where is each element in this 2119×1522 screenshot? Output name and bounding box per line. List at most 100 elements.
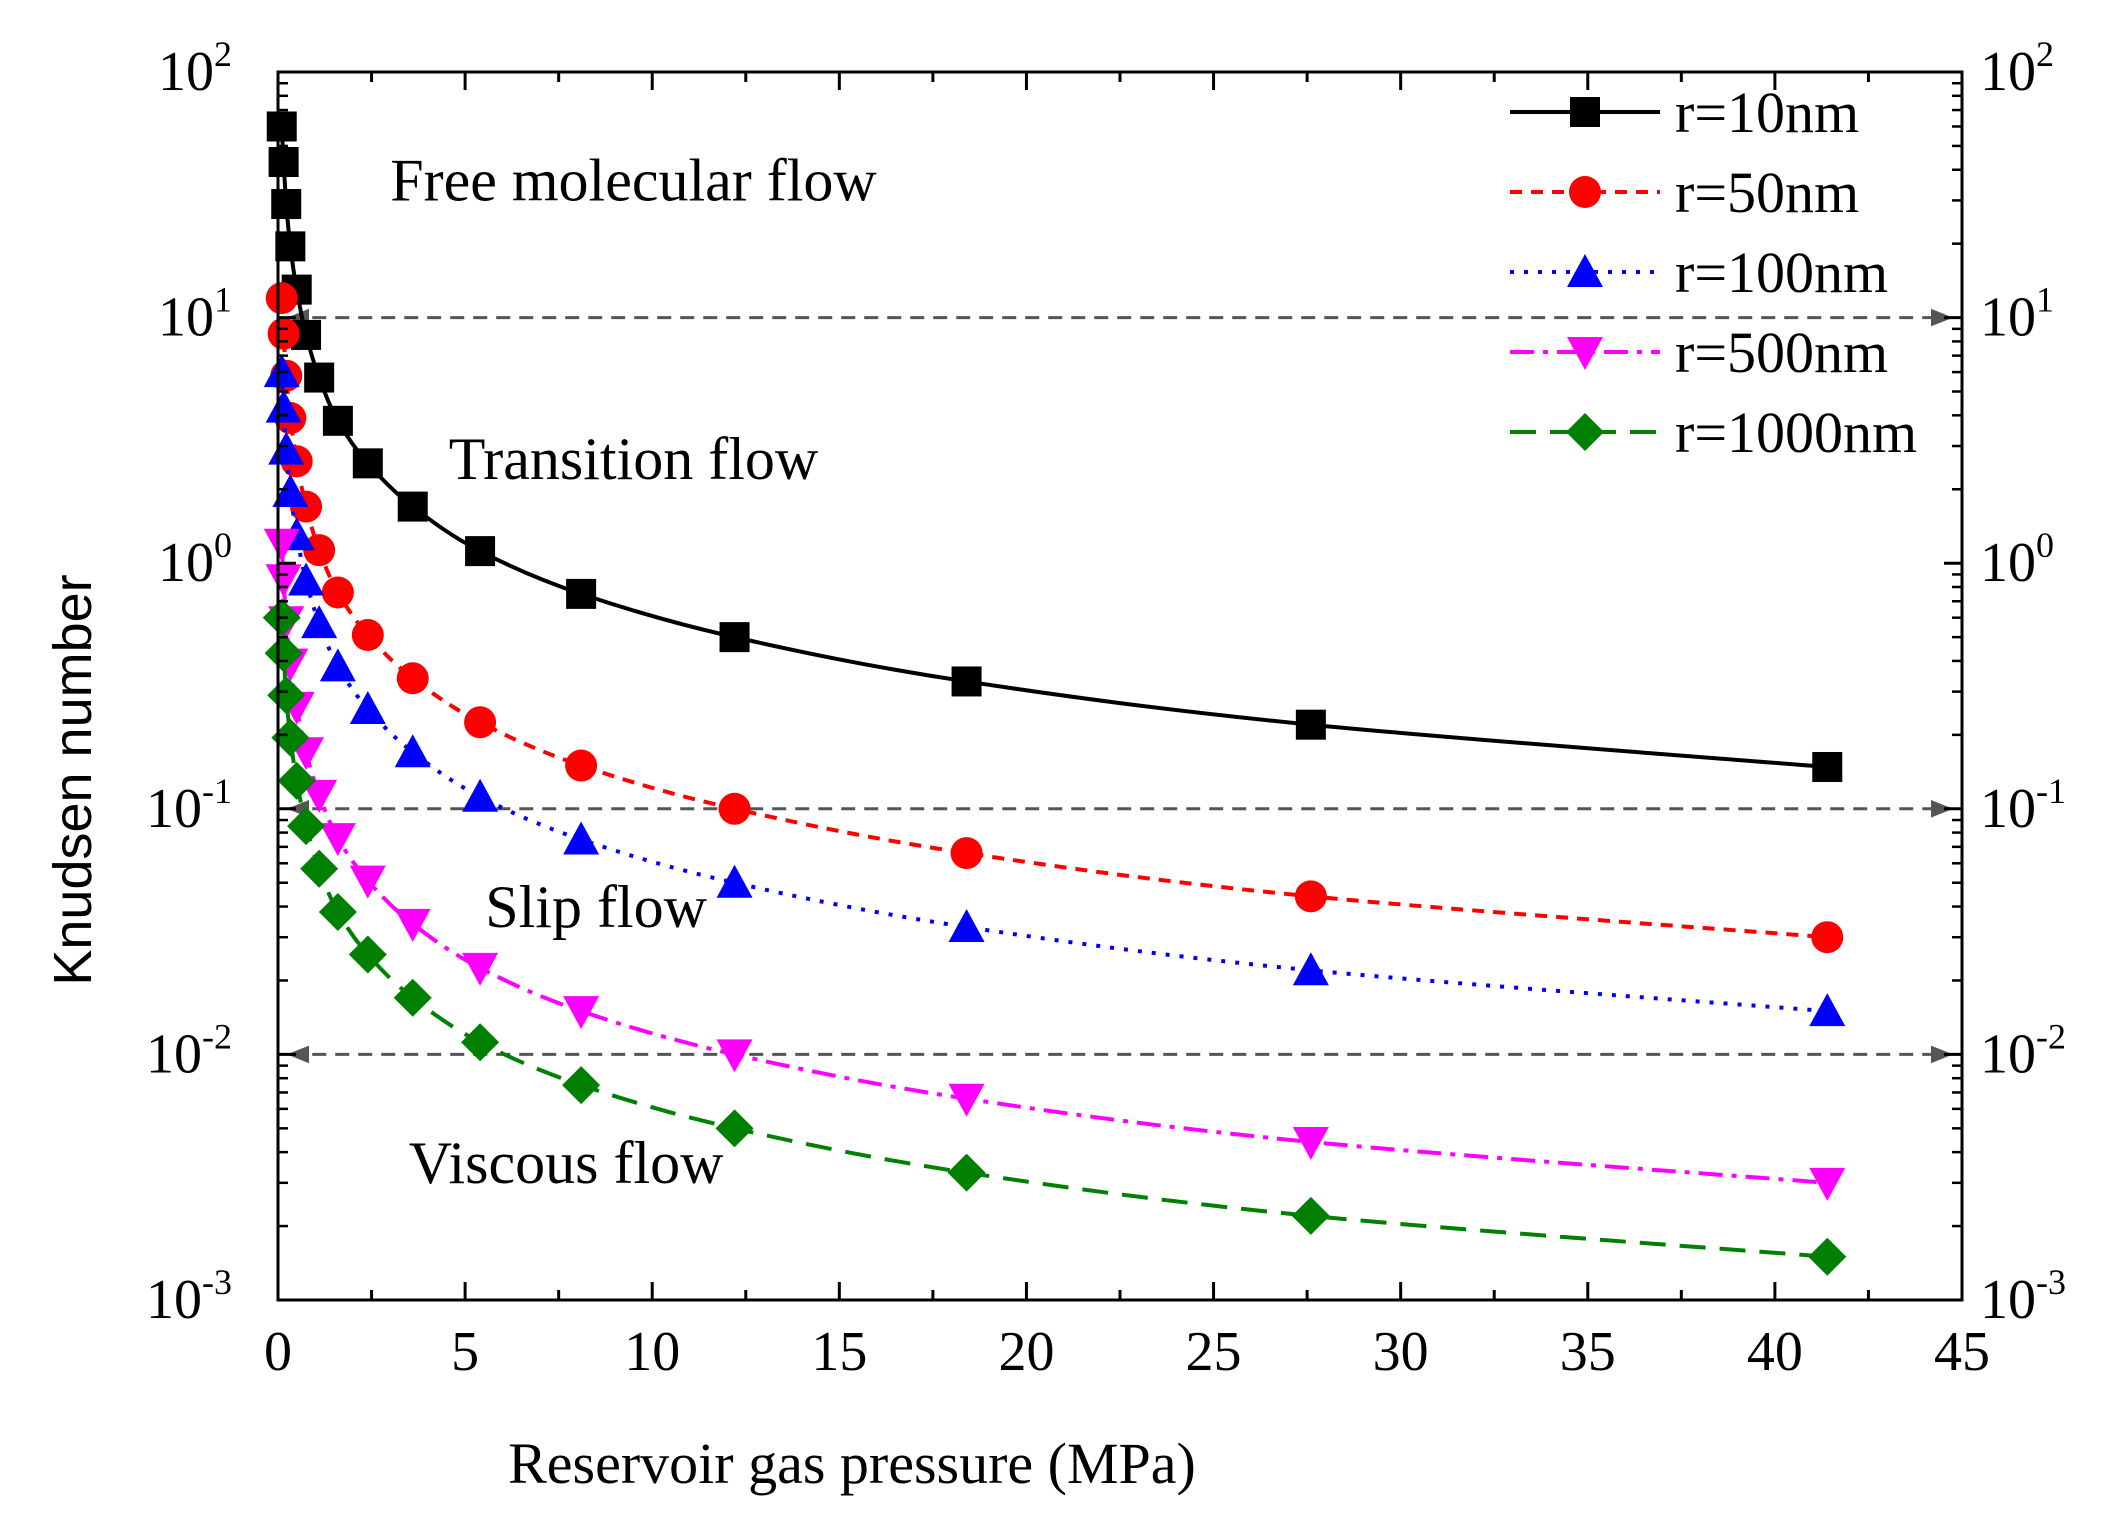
y-tick-label-right: 101 (1980, 280, 2054, 349)
data-point (272, 473, 309, 507)
data-point (565, 749, 598, 782)
data-point (563, 821, 600, 855)
data-point (287, 807, 326, 846)
data-point (271, 718, 310, 757)
y-tick-label-right: 10-2 (1980, 1016, 2066, 1085)
data-point (394, 908, 431, 942)
y-tick-label-left: 102 (158, 34, 232, 103)
x-tick-label: 25 (1186, 1321, 1242, 1383)
region-label: Transition flow (449, 426, 819, 492)
data-point (322, 405, 353, 436)
data-point (462, 778, 499, 812)
data-point (1295, 709, 1326, 740)
legend-label: r=1000nm (1675, 400, 1917, 465)
data-point (1294, 880, 1327, 913)
data-point (461, 1023, 500, 1062)
data-point (1292, 1126, 1329, 1160)
data-point (349, 690, 386, 724)
y-tick-label-left: 10-3 (146, 1262, 232, 1331)
data-point (566, 578, 597, 609)
legend-item: r=10nm (1510, 80, 1859, 145)
data-point (268, 147, 299, 178)
data-point (267, 317, 300, 350)
data-point (464, 706, 497, 739)
y-tick-label-right: 10-1 (1980, 771, 2066, 840)
data-point (264, 634, 303, 673)
legend-item: r=1000nm (1510, 400, 1917, 465)
data-point (1567, 254, 1603, 287)
legend-label: r=10nm (1675, 80, 1859, 145)
y-axis-label: Knudsen number (43, 574, 103, 985)
x-tick-label: 0 (264, 1321, 292, 1383)
data-point (352, 448, 383, 479)
data-point (562, 1066, 601, 1105)
data-point (715, 1109, 754, 1148)
x-tick-label: 35 (1560, 1321, 1616, 1383)
region-label: Free molecular flow (390, 147, 877, 213)
y-tick-label-left: 10-1 (146, 771, 232, 840)
legend-item: r=500nm (1510, 320, 1888, 385)
legend-label: r=100nm (1675, 240, 1888, 305)
data-point (1808, 1237, 1847, 1276)
x-tick-label: 15 (811, 1321, 867, 1383)
data-point (397, 491, 428, 522)
data-point (265, 282, 298, 315)
data-point (319, 823, 356, 857)
data-point (351, 619, 384, 652)
data-point (1570, 97, 1600, 127)
data-point (1291, 1196, 1330, 1235)
data-point (348, 935, 387, 974)
data-point (277, 761, 316, 800)
data-point (950, 837, 983, 870)
data-point (465, 536, 496, 567)
data-point (349, 865, 386, 899)
data-point (265, 564, 302, 598)
data-point (951, 666, 982, 697)
data-point (271, 189, 302, 220)
y-tick-label-right: 102 (1980, 34, 2054, 103)
data-point (948, 909, 985, 943)
data-point (462, 952, 499, 986)
x-tick-label: 40 (1747, 1321, 1803, 1383)
region-label: Viscous flow (409, 1130, 724, 1196)
data-point (1569, 176, 1601, 208)
data-point (947, 1153, 986, 1192)
data-point (396, 662, 429, 695)
y-tick-label-right: 10-3 (1980, 1262, 2066, 1331)
data-point (304, 362, 335, 393)
data-point (1811, 921, 1844, 954)
data-point (1292, 952, 1329, 986)
x-axis-label: Reservoir gas pressure (MPa) (508, 1431, 1196, 1496)
legend-item: r=100nm (1510, 240, 1888, 305)
data-point (263, 354, 300, 388)
data-point (301, 605, 338, 639)
legend-label: r=50nm (1675, 160, 1859, 225)
axes: 0 5 10 15 20 25 30 35 40 45 102 102 101 101 100 100 10-1… (146, 34, 2066, 1383)
data-point (303, 534, 336, 567)
data-point (1809, 1167, 1846, 1201)
y-tick-label-right: 100 (1980, 525, 2054, 594)
data-point (1809, 993, 1846, 1027)
data-point (718, 792, 751, 825)
series-r=10nm (266, 111, 1843, 782)
data-point (263, 528, 300, 562)
x-tick-label: 10 (624, 1321, 680, 1383)
data-point (394, 734, 431, 768)
legend-label: r=500nm (1675, 320, 1888, 385)
data-point (1566, 413, 1604, 451)
regime-boundary-arrows (287, 308, 1953, 1064)
y-tick-label-left: 10-2 (146, 1016, 232, 1085)
data-series (262, 111, 1847, 1276)
data-point (719, 622, 750, 653)
data-point (1567, 337, 1603, 370)
data-point (716, 864, 753, 898)
y-tick-label-left: 101 (158, 280, 232, 349)
x-tick-label: 45 (1934, 1321, 1990, 1383)
y-tick-label-left: 100 (158, 525, 232, 594)
legend-item: r=50nm (1510, 160, 1859, 225)
legend: r=10nm r=50nm r=100nm r=500nm r=1000nm (1510, 80, 1917, 465)
data-point (716, 1039, 753, 1073)
data-point (319, 648, 356, 682)
